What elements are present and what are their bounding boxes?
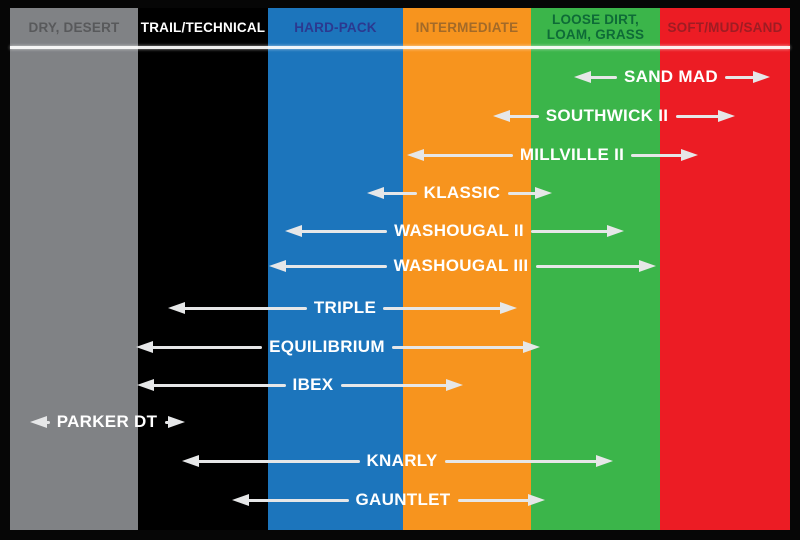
tire-label-klassic: KLASSIC: [423, 183, 501, 202]
arrow-shaft: [675, 114, 723, 118]
range-arrow-left-knarly: [182, 455, 360, 467]
arrowhead-right-washougal-iii: [639, 260, 656, 272]
range-arrow-left-equilibrium: [136, 341, 262, 353]
range-arrow-left-ibex: [137, 379, 286, 391]
range-arrow-left-parker-dt: [30, 416, 50, 428]
terrain-column-trail-technical: TRAIL/TECHNICAL: [138, 8, 268, 530]
arrowhead-right-triple: [500, 302, 517, 314]
arrowhead-left-sand-mad: [574, 71, 591, 83]
tire-label-knarly: KNARLY: [366, 451, 438, 470]
terrain-header-hard-pack: HARD-PACK: [294, 19, 377, 35]
tire-label-ibex: IBEX: [292, 375, 334, 394]
terrain-header-soft-mud-sand: SOFT/MUD/SAND: [667, 19, 783, 35]
range-arrow-right-triple: [383, 302, 517, 314]
arrow-shaft: [281, 264, 387, 268]
arrowhead-left-parker-dt: [30, 416, 47, 428]
range-arrow-left-klassic: [367, 187, 417, 199]
arrowhead-left-triple: [168, 302, 185, 314]
range-arrow-right-southwick-ii: [675, 110, 735, 122]
arrow-shaft: [180, 306, 307, 310]
tire-label-parker-dt: PARKER DT: [56, 412, 158, 431]
range-arrow-right-knarly: [444, 455, 613, 467]
arrowhead-right-ibex: [446, 379, 463, 391]
arrow-shaft: [340, 383, 451, 387]
arrowhead-right-southwick-ii: [718, 110, 735, 122]
arrowhead-left-klassic: [367, 187, 384, 199]
arrowhead-left-millville-ii: [407, 149, 424, 161]
arrowhead-right-gauntlet: [528, 494, 545, 506]
arrowhead-left-washougal-iii: [269, 260, 286, 272]
tire-label-millville-ii: MILLVILLE II: [519, 145, 625, 164]
range-arrow-right-washougal-iii: [535, 260, 656, 272]
range-arrow-right-equilibrium: [392, 341, 540, 353]
range-arrow-right-klassic: [507, 187, 552, 199]
arrowhead-left-washougal-ii: [285, 225, 302, 237]
arrow-shaft: [419, 153, 513, 157]
arrow-shaft: [149, 383, 286, 387]
arrowhead-right-millville-ii: [681, 149, 698, 161]
range-arrow-right-parker-dt: [164, 416, 185, 428]
terrain-column-dry-desert: DRY, DESERT: [10, 8, 138, 530]
tire-label-gauntlet: GAUNTLET: [355, 490, 451, 509]
range-arrow-right-ibex: [340, 379, 463, 391]
arrow-shaft: [379, 191, 417, 195]
tire-label-triple: TRIPLE: [313, 298, 377, 317]
range-arrow-left-triple: [168, 302, 307, 314]
arrowhead-right-klassic: [535, 187, 552, 199]
arrowhead-right-knarly: [596, 455, 613, 467]
range-arrow-left-washougal-iii: [269, 260, 387, 272]
tire-label-equilibrium: EQUILIBRIUM: [269, 337, 385, 356]
arrow-shaft: [148, 345, 262, 349]
arrow-shaft: [42, 420, 50, 424]
range-arrow-left-washougal-ii: [285, 225, 387, 237]
arrow-shaft: [164, 420, 173, 424]
arrowhead-right-equilibrium: [523, 341, 540, 353]
arrowhead-left-southwick-ii: [493, 110, 510, 122]
range-arrow-right-sand-mad: [725, 71, 770, 83]
arrowhead-right-sand-mad: [753, 71, 770, 83]
arrow-shaft: [244, 498, 349, 502]
terrain-header-trail-technical: TRAIL/TECHNICAL: [140, 19, 266, 35]
tire-label-washougal-iii: WASHOUGAL III: [393, 256, 529, 275]
arrow-shaft: [297, 229, 387, 233]
arrow-shaft: [457, 498, 533, 502]
arrowhead-left-ibex: [137, 379, 154, 391]
arrow-shaft: [535, 264, 644, 268]
tire-label-sand-mad: SAND MAD: [623, 67, 719, 86]
arrowhead-left-equilibrium: [136, 341, 153, 353]
arrowhead-left-gauntlet: [232, 494, 249, 506]
arrow-shaft: [725, 75, 758, 79]
arrow-shaft: [531, 229, 612, 233]
arrowhead-right-washougal-ii: [607, 225, 624, 237]
range-arrow-right-gauntlet: [457, 494, 545, 506]
terrain-column-soft-mud-sand: SOFT/MUD/SAND: [660, 8, 790, 530]
arrowhead-left-knarly: [182, 455, 199, 467]
range-arrow-right-millville-ii: [631, 149, 698, 161]
range-arrow-left-southwick-ii: [493, 110, 539, 122]
arrow-shaft: [505, 114, 539, 118]
range-arrow-left-millville-ii: [407, 149, 513, 161]
terrain-column-intermediate: INTERMEDIATE: [403, 8, 531, 530]
terrain-header-loose-dirt-loam-grass: LOOSE DIRT, LOAM, GRASS: [546, 12, 645, 42]
arrow-shaft: [392, 345, 528, 349]
arrow-shaft: [631, 153, 686, 157]
header-divider-line: [10, 46, 790, 49]
range-arrow-left-gauntlet: [232, 494, 349, 506]
arrow-shaft: [383, 306, 505, 310]
arrowhead-right-parker-dt: [168, 416, 185, 428]
arrow-shaft: [507, 191, 540, 195]
tire-label-washougal-ii: WASHOUGAL II: [394, 221, 524, 240]
arrow-shaft: [194, 459, 360, 463]
arrow-shaft: [586, 75, 617, 79]
range-arrow-left-sand-mad: [574, 71, 617, 83]
terrain-column-hard-pack: HARD-PACK: [268, 8, 403, 530]
terrain-header-intermediate: INTERMEDIATE: [415, 19, 519, 35]
terrain-header-dry-desert: DRY, DESERT: [28, 19, 120, 35]
arrow-shaft: [444, 459, 601, 463]
range-arrow-right-washougal-ii: [531, 225, 624, 237]
terrain-column-loose-dirt-loam-grass: LOOSE DIRT, LOAM, GRASS: [531, 8, 660, 530]
tire-label-southwick-ii: SOUTHWICK II: [545, 106, 669, 125]
